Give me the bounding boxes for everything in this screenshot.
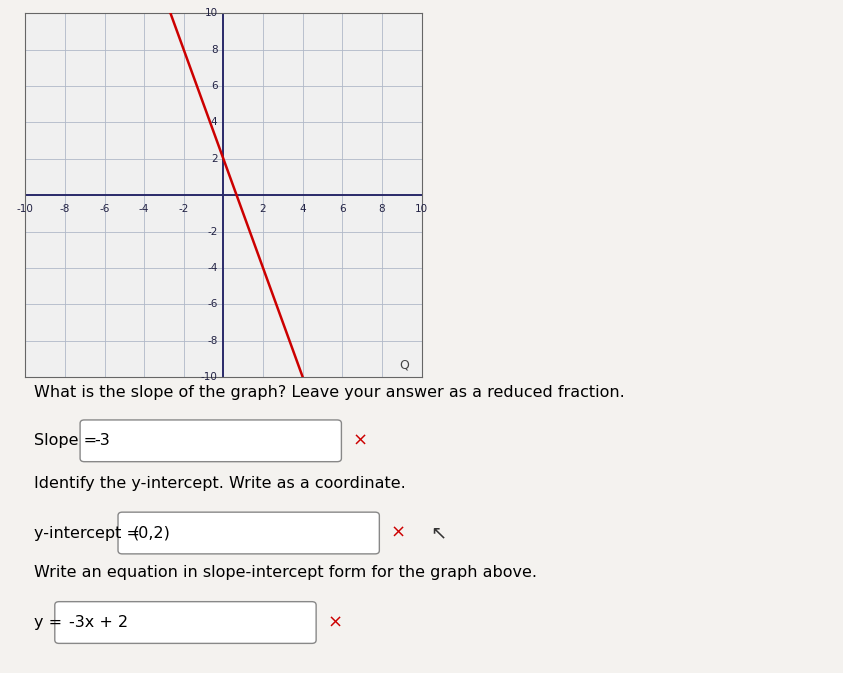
Text: -8: -8 xyxy=(60,205,70,214)
Text: ×: × xyxy=(327,614,342,631)
Text: -10: -10 xyxy=(201,372,217,382)
Text: -6: -6 xyxy=(99,205,110,214)
Text: -2: -2 xyxy=(179,205,189,214)
Text: ×: × xyxy=(352,432,368,450)
Text: (0,2): (0,2) xyxy=(132,526,170,540)
Text: Slope =: Slope = xyxy=(34,433,102,448)
Text: 4: 4 xyxy=(299,205,306,214)
Text: Identify the y-intercept. Write as a coordinate.: Identify the y-intercept. Write as a coo… xyxy=(34,476,405,491)
Text: y =: y = xyxy=(34,615,67,630)
Text: -4: -4 xyxy=(139,205,149,214)
Text: 6: 6 xyxy=(339,205,346,214)
Text: Write an equation in slope-intercept form for the graph above.: Write an equation in slope-intercept for… xyxy=(34,565,537,580)
Text: -10: -10 xyxy=(17,205,34,214)
Text: What is the slope of the graph? Leave your answer as a reduced fraction.: What is the slope of the graph? Leave yo… xyxy=(34,386,625,400)
Text: ↖: ↖ xyxy=(430,524,446,542)
Text: -6: -6 xyxy=(207,299,217,309)
Text: 10: 10 xyxy=(204,9,217,18)
Text: -4: -4 xyxy=(207,263,217,273)
Text: ×: × xyxy=(390,524,405,542)
Text: y-intercept =: y-intercept = xyxy=(34,526,145,540)
Text: -2: -2 xyxy=(207,227,217,236)
Text: 8: 8 xyxy=(211,45,217,55)
Text: 6: 6 xyxy=(211,81,217,91)
Text: 10: 10 xyxy=(415,205,428,214)
Text: -3: -3 xyxy=(94,433,110,448)
Text: -8: -8 xyxy=(207,336,217,345)
Text: Q: Q xyxy=(400,359,410,371)
Text: 4: 4 xyxy=(211,118,217,127)
Text: 8: 8 xyxy=(379,205,385,214)
Text: -3x + 2: -3x + 2 xyxy=(69,615,128,630)
Text: 2: 2 xyxy=(211,154,217,164)
Text: 2: 2 xyxy=(260,205,266,214)
